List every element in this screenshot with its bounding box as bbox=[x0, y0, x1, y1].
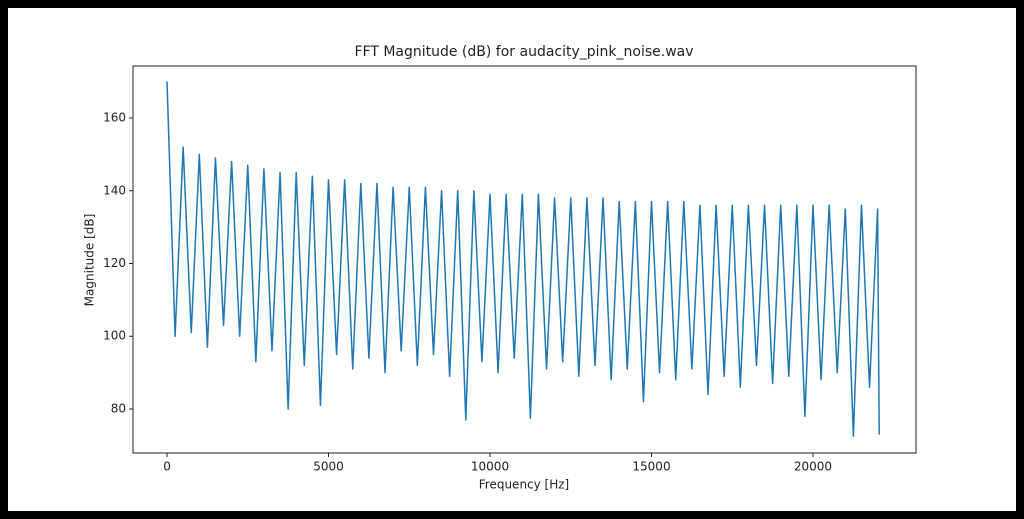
figure-background bbox=[8, 8, 1016, 511]
y-tick-label: 80 bbox=[111, 401, 126, 415]
y-tick-label: 160 bbox=[103, 111, 126, 125]
y-tick-label: 100 bbox=[103, 329, 126, 343]
y-axis-label: Magnitude [dB] bbox=[83, 214, 97, 307]
x-tick-label: 15000 bbox=[632, 460, 670, 474]
chart-title: FFT Magnitude (dB) for audacity_pink_noi… bbox=[354, 44, 693, 60]
x-tick-label: 10000 bbox=[471, 460, 509, 474]
y-tick-label: 140 bbox=[103, 183, 126, 197]
x-tick-label: 0 bbox=[163, 460, 171, 474]
x-tick-label: 5000 bbox=[313, 460, 344, 474]
x-axis-label: Frequency [Hz] bbox=[479, 478, 570, 492]
data-line bbox=[166, 81, 880, 438]
y-tick-label: 120 bbox=[103, 256, 126, 270]
x-tick-label: 20000 bbox=[794, 460, 832, 474]
plot-frame bbox=[132, 65, 917, 454]
